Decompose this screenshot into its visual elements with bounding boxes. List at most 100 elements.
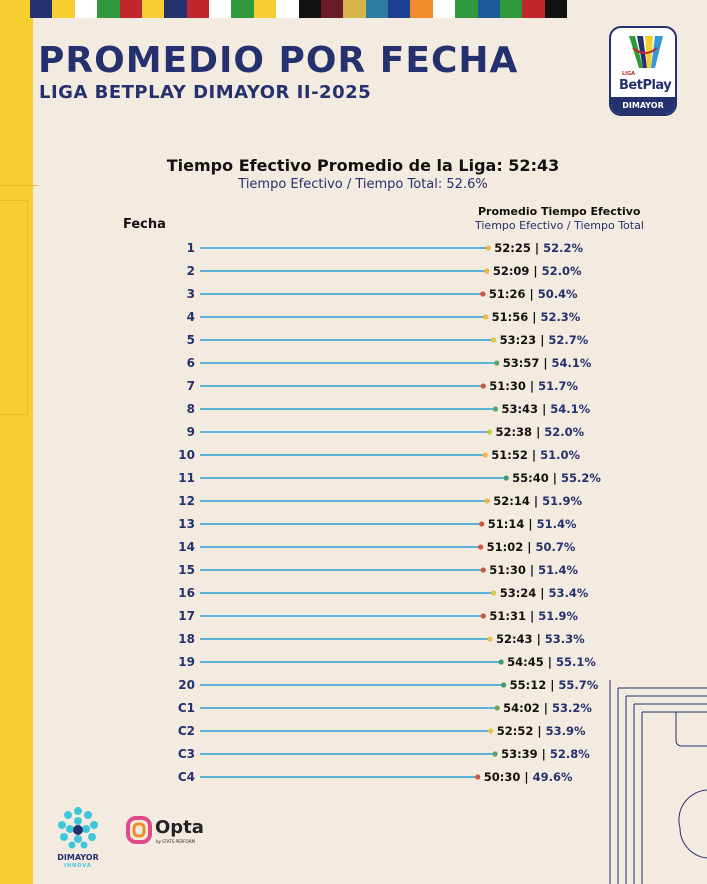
bar-dot [492, 406, 499, 412]
tick-label: 18 [178, 632, 195, 646]
data-label: 52:43 | 53.3% [496, 632, 585, 646]
tick-label: C1 [178, 701, 195, 715]
logo-dimayor-band: DIMAYOR [611, 97, 675, 114]
strip-segment [186, 0, 209, 18]
tick-label: 20 [178, 678, 195, 692]
tick-label: 5 [187, 333, 195, 347]
liga-betplay-logo: LIGA BetPlay DIMAYOR [609, 26, 677, 116]
dimayor-innova-logo: DIMAYOR INNOVA [54, 805, 102, 873]
bar-dot [494, 360, 500, 366]
tick-label: 1 [187, 241, 195, 255]
data-label: 51:31 | 51.9% [489, 609, 578, 623]
strip-segment [164, 0, 187, 18]
tick-label: 4 [187, 310, 195, 324]
soccer-ball-icon [58, 807, 98, 849]
chart-subtitle: Tiempo Efectivo / Tiempo Total: 52.6% [238, 177, 488, 192]
tick-label: 14 [178, 540, 195, 554]
bar-dot [503, 475, 509, 481]
bar-dot [501, 682, 507, 688]
bar-dot [484, 498, 490, 504]
percent-label: 52.3% [540, 310, 580, 324]
bar-dot [487, 636, 493, 642]
percent-label: 54.1% [550, 402, 590, 416]
strip-segment [209, 0, 232, 18]
percent-label: 52.0% [544, 425, 584, 439]
color-strip [30, 0, 567, 18]
percent-label: 52.0% [542, 264, 582, 278]
tick-label: 8 [187, 402, 195, 416]
percent-label: 53.4% [549, 586, 589, 600]
tick-label: 7 [187, 379, 195, 393]
logo-betplay-text: BetPlay [619, 78, 672, 93]
tick-label: 11 [178, 471, 195, 485]
strip-segment [499, 0, 523, 18]
data-label: 52:09 | 52.0% [493, 264, 582, 278]
strip-segment [231, 0, 254, 18]
strip-segment [388, 0, 411, 18]
strip-segment [432, 0, 456, 18]
percent-label: 54.1% [552, 356, 592, 370]
time-label: 53:24 | [500, 586, 549, 600]
tick-label: 3 [187, 287, 195, 301]
dimayor-text: DIMAYOR [57, 853, 99, 862]
bar-dot [488, 728, 494, 734]
time-label: 51:52 | [491, 448, 540, 462]
data-label: 51:26 | 50.4% [489, 287, 578, 301]
bar-dot [478, 544, 484, 550]
percent-label: 51.9% [538, 609, 578, 623]
chart-title: Tiempo Efectivo Promedio de la Liga: 52:… [166, 156, 560, 175]
percent-label: 53.9% [546, 724, 586, 738]
time-label: 55:40 | [512, 471, 561, 485]
data-label: 53:24 | 53.4% [500, 586, 589, 600]
data-label: 55:12 | 55.7% [510, 678, 599, 692]
strip-segment [74, 0, 98, 18]
strip-segment [455, 0, 478, 18]
percent-label: 49.6% [533, 770, 573, 784]
y-axis-label: Fecha [123, 217, 166, 232]
percent-label: 52.8% [550, 747, 590, 761]
strip-segment [365, 0, 388, 18]
trophy-icon [629, 36, 663, 68]
strip-segment [343, 0, 366, 18]
time-label: 52:43 | [496, 632, 545, 646]
time-label: 52:52 | [497, 724, 546, 738]
time-label: 52:14 | [493, 494, 542, 508]
innova-text: INNOVA [64, 863, 92, 869]
time-label: 54:02 | [503, 701, 552, 715]
percent-label: 55.1% [556, 655, 596, 669]
time-label: 52:09 | [493, 264, 542, 278]
tick-label: 2 [187, 264, 195, 278]
strip-segment [544, 0, 567, 18]
tick-label: 19 [178, 655, 195, 669]
opta-icon [126, 816, 152, 844]
bar-dot [492, 751, 498, 757]
percent-label: 55.7% [558, 678, 598, 692]
data-label: 52:25 | 52.2% [494, 241, 583, 255]
time-label: 50:30 | [484, 770, 533, 784]
time-label: 53:43 | [501, 402, 550, 416]
data-label: 53:43 | 54.1% [501, 402, 590, 416]
legend-title: Promedio Tiempo Efectivo [478, 205, 641, 218]
strip-segment [253, 0, 277, 18]
strip-segment [30, 0, 53, 18]
data-label: 51:52 | 51.0% [491, 448, 580, 462]
bar-dot [479, 521, 485, 527]
bar-dot [490, 337, 497, 343]
percent-label: 52.2% [543, 241, 583, 255]
time-label: 55:12 | [510, 678, 559, 692]
data-label: 53:57 | 54.1% [503, 356, 592, 370]
time-label: 53:39 | [501, 747, 550, 761]
strip-segment [477, 0, 500, 18]
bar-dot [480, 567, 486, 573]
data-label: 55:40 | 55.2% [512, 471, 601, 485]
strip-segment [522, 0, 545, 18]
time-label: 51:31 | [489, 609, 538, 623]
time-label: 51:56 | [492, 310, 541, 324]
legend-subtitle: Tiempo Efectivo / Tiempo Total [475, 219, 644, 232]
strip-segment [276, 0, 299, 18]
field-box-left [0, 200, 28, 415]
data-label: 51:02 | 50.7% [487, 540, 576, 554]
bar-dot [494, 705, 500, 711]
opta-logo: Opta by STATS PERFORM [125, 815, 215, 847]
